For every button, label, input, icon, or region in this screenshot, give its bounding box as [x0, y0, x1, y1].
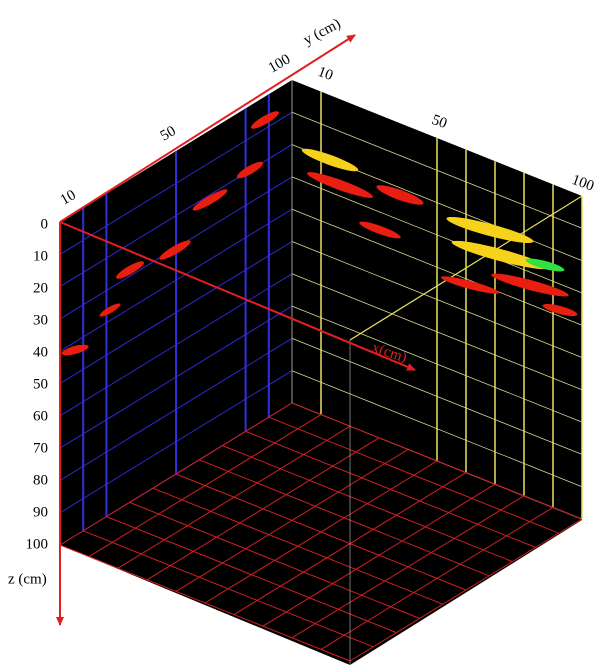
grid-line [291, 495, 525, 639]
z-tick-label: 10 [33, 248, 48, 264]
cube-edge [349, 195, 583, 341]
z-tick-label: 30 [33, 312, 48, 328]
y-tick-label: 100 [266, 51, 293, 76]
grid-line [291, 402, 583, 520]
y-tick-label: 10 [58, 187, 79, 208]
y-tick-label: 50 [158, 123, 179, 144]
reflection [61, 344, 89, 356]
bottom-face [60, 403, 582, 665]
reflection [251, 111, 279, 129]
z-tick-label: 40 [33, 344, 48, 360]
grid-line [262, 483, 496, 627]
grid-line [268, 416, 559, 534]
y-axis [59, 34, 356, 223]
reflections [61, 111, 578, 356]
z-tick-label: 100 [26, 536, 49, 552]
reflection [159, 240, 191, 260]
x-axis [59, 221, 416, 371]
reflection [491, 273, 569, 297]
x-tick-label: 10 [315, 64, 335, 84]
reflection [192, 189, 228, 211]
reflection [307, 172, 373, 198]
grid-line [349, 518, 583, 662]
z-ticks: 0 10 20 30 40 50 60 70 80 90 100 [26, 216, 49, 552]
reflection [301, 148, 359, 172]
grid-line [204, 460, 438, 604]
grid-line [199, 459, 490, 577]
reflection [525, 258, 565, 272]
z-tick-label: 50 [33, 376, 48, 392]
x-tick-label: 50 [429, 112, 449, 132]
reflection [446, 216, 534, 244]
grid-line [320, 506, 554, 650]
reflection [99, 303, 121, 317]
reflection [359, 221, 401, 239]
x-tick-label: 100 [569, 172, 596, 195]
z-tick-label: 90 [33, 504, 48, 520]
y-axis-title: y (cm) [301, 16, 343, 49]
reflection [376, 185, 424, 205]
z-tick-label: 70 [33, 440, 48, 456]
grid-line [245, 430, 536, 548]
z-tick-label: 80 [33, 472, 48, 488]
reflection [451, 240, 549, 270]
reflection [441, 276, 499, 294]
z-axis-title: z (cm) [8, 571, 47, 587]
z-tick-label: 0 [41, 216, 49, 232]
grid [59, 80, 583, 665]
reflection [116, 261, 144, 279]
z-tick-label: 20 [33, 280, 48, 296]
reflection [236, 161, 264, 179]
reflection [542, 303, 578, 317]
grid-line [222, 445, 513, 563]
z-tick-label: 60 [33, 408, 48, 424]
